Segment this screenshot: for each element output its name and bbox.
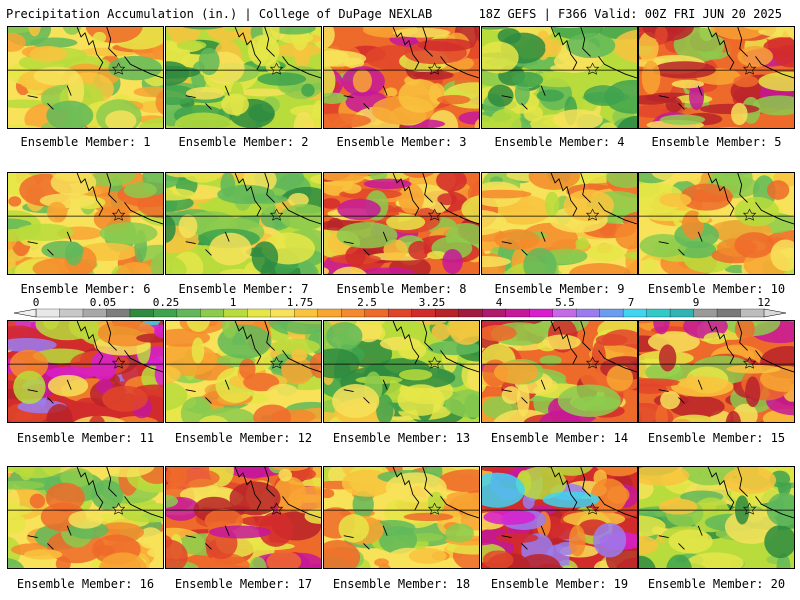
ensemble-member-map bbox=[165, 26, 322, 129]
color-scale-bin bbox=[646, 308, 671, 318]
color-scale-bin bbox=[575, 308, 601, 318]
ensemble-member-map bbox=[165, 172, 322, 275]
ensemble-member-label: Ensemble Member: 1 bbox=[20, 135, 151, 149]
ensemble-member-label: Ensemble Member: 17 bbox=[174, 577, 313, 591]
ensemble-member-label: Ensemble Member: 12 bbox=[174, 431, 313, 445]
ensemble-member-map bbox=[481, 466, 638, 569]
color-scale-bin bbox=[223, 308, 248, 318]
ensemble-member-label: Ensemble Member: 13 bbox=[332, 431, 471, 445]
color-scale-bin bbox=[35, 308, 61, 318]
color-scale-bin bbox=[59, 308, 84, 318]
color-scale-bin bbox=[529, 308, 554, 318]
ensemble-member-map bbox=[165, 320, 322, 423]
ensemble-member-label: Ensemble Member: 14 bbox=[490, 431, 629, 445]
color-scale-tick-label: 9 bbox=[692, 296, 700, 309]
color-scale-bin bbox=[458, 308, 483, 318]
color-scale-tick-label: 1 bbox=[229, 296, 237, 309]
scale-arrow-right bbox=[763, 308, 787, 318]
scale-arrow-left bbox=[13, 308, 37, 318]
color-scale-tick-label: 2.5 bbox=[357, 296, 377, 309]
color-scale-bin bbox=[341, 308, 366, 318]
color-scale-bin bbox=[388, 308, 413, 318]
ensemble-member-map bbox=[7, 26, 164, 129]
color-scale-tick-label: 4 bbox=[495, 296, 503, 309]
color-scale-bin bbox=[82, 308, 108, 318]
color-scale-bin bbox=[294, 308, 319, 318]
color-scale-tick-label: 3.25 bbox=[418, 296, 446, 309]
ensemble-member-label: Ensemble Member: 2 bbox=[178, 135, 309, 149]
color-scale-bin bbox=[200, 308, 225, 318]
ensemble-member-label: Ensemble Member: 7 bbox=[178, 282, 309, 296]
ensemble-member-map bbox=[165, 466, 322, 569]
color-scale-tick-label: 7 bbox=[627, 296, 635, 309]
color-scale-bin bbox=[693, 308, 718, 318]
color-scale-tick-label: 0 bbox=[32, 296, 40, 309]
ensemble-member-map bbox=[481, 172, 638, 275]
color-scale-bin bbox=[247, 308, 272, 318]
color-scale-bin bbox=[364, 308, 389, 318]
ensemble-member-label: Ensemble Member: 11 bbox=[16, 431, 155, 445]
ensemble-member-label: Ensemble Member: 8 bbox=[336, 282, 467, 296]
color-scale-bin bbox=[153, 308, 178, 318]
ensemble-member-label: Ensemble Member: 4 bbox=[494, 135, 625, 149]
ensemble-member-map bbox=[323, 320, 480, 423]
ensemble-member-map bbox=[481, 26, 638, 129]
ensemble-member-label: Ensemble Member: 9 bbox=[494, 282, 625, 296]
color-scale-bin bbox=[599, 308, 624, 318]
color-scale-tick-label: 1.75 bbox=[286, 296, 314, 309]
color-scale-bin bbox=[411, 308, 436, 318]
ensemble-member-label: Ensemble Member: 20 bbox=[647, 577, 786, 591]
ensemble-member-map bbox=[323, 466, 480, 569]
ensemble-member-map bbox=[323, 172, 480, 275]
color-scale-bin bbox=[129, 308, 155, 318]
ensemble-member-map bbox=[7, 172, 164, 275]
color-scale-bin bbox=[716, 308, 742, 318]
ensemble-member-map bbox=[638, 320, 795, 423]
ensemble-member-map bbox=[638, 172, 795, 275]
ensemble-member-map bbox=[7, 466, 164, 569]
ensemble-member-label: Ensemble Member: 10 bbox=[647, 282, 786, 296]
ensemble-member-label: Ensemble Member: 18 bbox=[332, 577, 471, 591]
model-valid-time: 18Z GEFS | F366 Valid: 00Z FRI JUN 20 20… bbox=[478, 7, 782, 21]
ensemble-member-label: Ensemble Member: 5 bbox=[651, 135, 782, 149]
ensemble-member-map bbox=[638, 26, 795, 129]
color-scale-bin bbox=[622, 308, 648, 318]
color-scale-bin bbox=[176, 308, 202, 318]
color-scale-bin bbox=[435, 308, 460, 318]
color-scale-tick-label: 5.5 bbox=[555, 296, 575, 309]
color-scale-bin bbox=[505, 308, 530, 318]
precip-color-scale bbox=[13, 308, 787, 318]
map-title: Precipitation Accumulation (in.) | Colle… bbox=[6, 7, 433, 21]
color-scale-bin bbox=[552, 308, 577, 318]
ensemble-member-label: Ensemble Member: 6 bbox=[20, 282, 151, 296]
color-scale-tick-label: 0.25 bbox=[152, 296, 180, 309]
color-scale-bin bbox=[482, 308, 507, 318]
ensemble-member-map bbox=[638, 466, 795, 569]
ensemble-member-map bbox=[323, 26, 480, 129]
color-scale-bin bbox=[740, 308, 765, 318]
color-scale-bin bbox=[669, 308, 695, 318]
ensemble-member-label: Ensemble Member: 15 bbox=[647, 431, 786, 445]
ensemble-member-label: Ensemble Member: 19 bbox=[490, 577, 629, 591]
color-scale-bin bbox=[270, 308, 295, 318]
color-scale-tick-label: 0.05 bbox=[89, 296, 117, 309]
color-scale-tick-label: 12 bbox=[757, 296, 771, 309]
color-scale-bin bbox=[106, 308, 131, 318]
color-scale-bin bbox=[317, 308, 342, 318]
ensemble-member-map bbox=[481, 320, 638, 423]
ensemble-member-label: Ensemble Member: 3 bbox=[336, 135, 467, 149]
ensemble-member-map bbox=[7, 320, 164, 423]
ensemble-member-label: Ensemble Member: 16 bbox=[16, 577, 155, 591]
